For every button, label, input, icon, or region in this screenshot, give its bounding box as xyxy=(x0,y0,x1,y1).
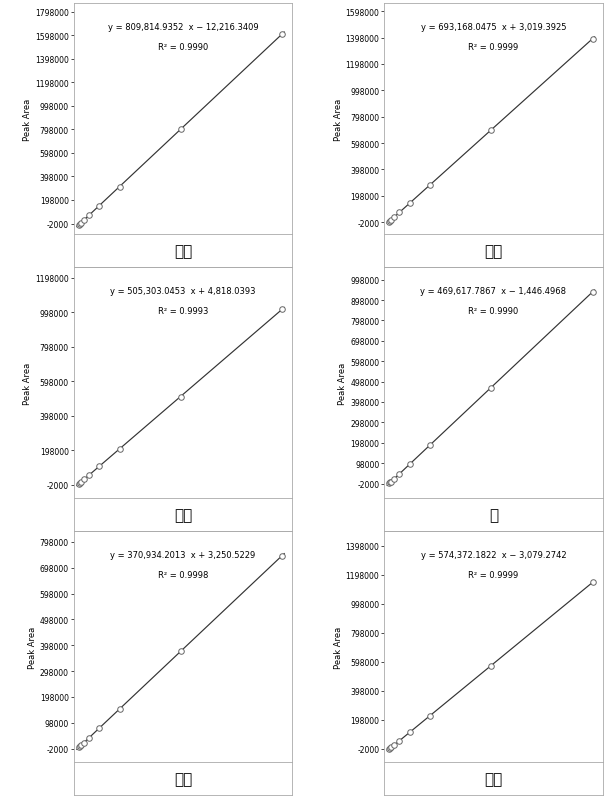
Point xyxy=(394,735,404,748)
Point xyxy=(486,659,496,672)
X-axis label: Amount of Sulfoxaflor  (ng): Amount of Sulfoxaflor (ng) xyxy=(437,779,550,788)
Text: R² = 0.9990: R² = 0.9990 xyxy=(158,43,208,52)
Point xyxy=(176,390,186,403)
Y-axis label: Peak Area: Peak Area xyxy=(333,99,343,141)
Text: 혁액: 혁액 xyxy=(484,771,502,786)
Text: R² = 0.9990: R² = 0.9990 xyxy=(468,307,518,316)
Point xyxy=(587,286,597,299)
X-axis label: Amount of Sulfoxaflor  (ng): Amount of Sulfoxaflor (ng) xyxy=(437,516,550,524)
Point xyxy=(486,381,496,394)
Point xyxy=(277,304,287,316)
Text: 소장: 소장 xyxy=(174,244,192,259)
Y-axis label: Peak Area: Peak Area xyxy=(338,362,347,405)
Text: y = 809,814.9352  x − 12,216.3409: y = 809,814.9352 x − 12,216.3409 xyxy=(108,22,258,31)
Point xyxy=(76,476,86,489)
Point xyxy=(425,439,435,452)
Text: y = 469,617.7867  x − 1,446.4968: y = 469,617.7867 x − 1,446.4968 xyxy=(421,287,566,296)
Text: R² = 0.9998: R² = 0.9998 xyxy=(158,571,208,580)
Point xyxy=(394,468,404,481)
X-axis label: Amount of Sulfoxaflor  (ng): Amount of Sulfoxaflor (ng) xyxy=(126,516,240,524)
Y-axis label: Peak Area: Peak Area xyxy=(23,362,33,405)
Point xyxy=(405,726,415,739)
Y-axis label: Peak Area: Peak Area xyxy=(23,99,32,141)
Point xyxy=(94,722,104,735)
X-axis label: Amount of Sulfoxaflor  (ng): Amount of Sulfoxaflor (ng) xyxy=(126,779,240,788)
Point xyxy=(76,217,86,230)
Point xyxy=(386,741,396,754)
Y-axis label: Peak Area: Peak Area xyxy=(333,626,343,668)
X-axis label: Amount of Sulfoxaflor  (ng): Amount of Sulfoxaflor (ng) xyxy=(437,252,550,261)
Point xyxy=(384,478,394,491)
Point xyxy=(587,577,597,589)
Text: 근육: 근육 xyxy=(174,771,192,786)
Point xyxy=(486,124,496,137)
Point xyxy=(75,477,85,490)
Point xyxy=(394,206,404,219)
Point xyxy=(176,645,186,658)
Text: y = 370,934.2013  x + 3,250.5229: y = 370,934.2013 x + 3,250.5229 xyxy=(111,550,256,559)
Point xyxy=(79,214,89,227)
Point xyxy=(74,741,84,754)
Point xyxy=(114,181,124,194)
Point xyxy=(389,473,399,486)
Text: y = 505,303.0453  x + 4,818.0393: y = 505,303.0453 x + 4,818.0393 xyxy=(110,287,256,296)
Point xyxy=(386,742,395,755)
Point xyxy=(277,28,287,41)
Point xyxy=(386,476,395,489)
Text: R² = 0.9999: R² = 0.9999 xyxy=(468,571,518,580)
Point xyxy=(114,703,124,715)
Y-axis label: Peak Area: Peak Area xyxy=(28,626,37,668)
Point xyxy=(425,179,435,192)
Point xyxy=(405,459,415,471)
Point xyxy=(384,743,394,756)
Text: 간: 간 xyxy=(489,507,498,523)
Point xyxy=(76,739,86,752)
Point xyxy=(79,736,89,749)
Point xyxy=(405,198,415,210)
Point xyxy=(74,219,84,232)
Point xyxy=(389,211,399,224)
Text: R² = 0.9999: R² = 0.9999 xyxy=(468,43,518,52)
Point xyxy=(84,210,94,222)
Point xyxy=(587,33,597,46)
Point xyxy=(384,216,394,229)
Text: R² = 0.9993: R² = 0.9993 xyxy=(158,307,208,316)
Point xyxy=(84,469,94,482)
Text: y = 574,372.1822  x − 3,079.2742: y = 574,372.1822 x − 3,079.2742 xyxy=(421,550,566,559)
Text: 신장: 신장 xyxy=(174,507,192,523)
Point xyxy=(386,475,396,488)
Point xyxy=(386,215,395,228)
Text: 지방: 지방 xyxy=(484,244,502,259)
Point xyxy=(114,443,124,456)
Point xyxy=(79,474,89,487)
Point xyxy=(75,218,85,231)
Point xyxy=(425,709,435,722)
Text: y = 693,168.0475  x + 3,019.3925: y = 693,168.0475 x + 3,019.3925 xyxy=(421,22,566,31)
Point xyxy=(74,478,84,491)
Point xyxy=(277,549,287,562)
Point xyxy=(389,739,399,752)
Point xyxy=(176,124,186,137)
Point xyxy=(75,740,85,753)
Point xyxy=(386,214,396,227)
Point xyxy=(84,732,94,744)
X-axis label: Amount of Sulfoxaflor  (ng): Amount of Sulfoxaflor (ng) xyxy=(126,252,240,261)
Point xyxy=(94,200,104,213)
Point xyxy=(94,460,104,473)
